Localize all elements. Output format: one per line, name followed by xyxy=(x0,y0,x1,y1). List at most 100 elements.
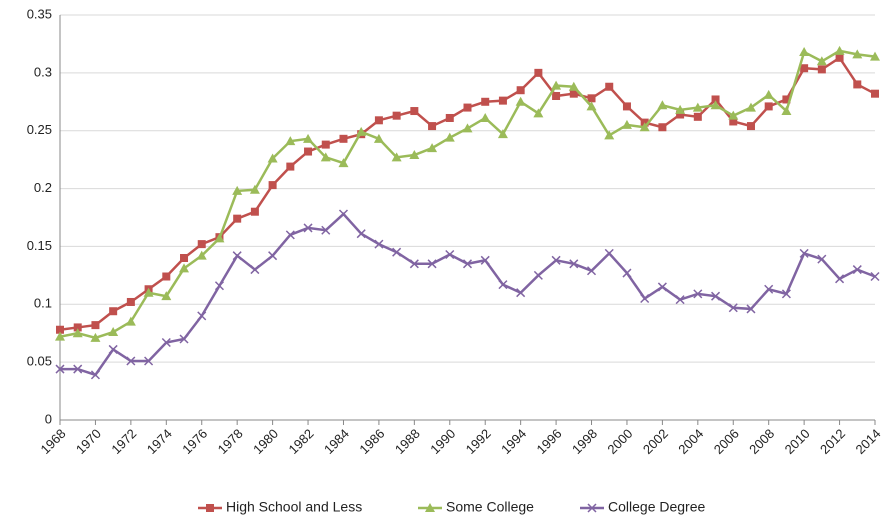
marker xyxy=(480,112,491,122)
marker xyxy=(463,103,472,112)
x-tick-label: 1970 xyxy=(73,426,104,457)
marker xyxy=(658,123,667,132)
marker xyxy=(481,97,490,106)
y-tick-label: 0.15 xyxy=(27,238,52,253)
marker xyxy=(91,321,100,330)
marker xyxy=(109,307,118,316)
marker xyxy=(428,122,437,131)
marker xyxy=(425,503,435,512)
marker xyxy=(498,280,508,290)
marker xyxy=(161,291,172,301)
marker xyxy=(746,304,756,314)
marker xyxy=(197,240,206,249)
marker xyxy=(835,53,844,62)
marker xyxy=(568,81,579,91)
marker xyxy=(90,332,101,342)
marker xyxy=(321,140,330,149)
marker xyxy=(640,293,650,304)
marker xyxy=(782,95,791,104)
marker xyxy=(268,251,278,261)
marker xyxy=(338,158,349,168)
marker xyxy=(303,133,314,143)
marker xyxy=(206,504,214,512)
marker xyxy=(569,259,579,269)
x-tick-label: 1980 xyxy=(250,426,281,457)
x-tick-label: 2008 xyxy=(746,426,777,457)
marker xyxy=(692,102,703,112)
y-tick-label: 0.3 xyxy=(34,64,52,79)
marker xyxy=(693,289,703,299)
marker xyxy=(497,129,508,139)
marker xyxy=(657,282,667,292)
marker xyxy=(781,289,791,299)
marker xyxy=(764,102,773,111)
x-tick-label: 1972 xyxy=(108,426,139,457)
marker xyxy=(586,266,597,276)
marker xyxy=(126,356,136,366)
marker xyxy=(321,225,331,235)
marker xyxy=(126,297,135,306)
marker xyxy=(604,130,615,140)
marker xyxy=(693,112,702,121)
x-tick-label: 1996 xyxy=(534,426,565,457)
marker xyxy=(516,288,526,298)
marker xyxy=(675,295,685,305)
x-tick-label: 1988 xyxy=(392,426,423,457)
marker xyxy=(870,51,880,61)
marker xyxy=(179,263,190,273)
y-tick-label: 0 xyxy=(45,411,52,426)
marker xyxy=(728,303,738,313)
marker xyxy=(605,82,614,91)
marker xyxy=(108,327,119,337)
marker xyxy=(55,364,65,374)
marker xyxy=(320,152,331,162)
marker xyxy=(587,94,596,103)
marker xyxy=(125,316,136,326)
marker xyxy=(90,370,100,380)
marker xyxy=(267,153,278,163)
marker xyxy=(285,136,296,146)
marker xyxy=(374,116,383,125)
x-tick-label: 1984 xyxy=(321,426,352,457)
legend: High School and Less Some College College … xyxy=(198,499,705,515)
marker xyxy=(303,223,313,233)
marker xyxy=(214,233,225,243)
marker xyxy=(586,101,597,111)
marker xyxy=(338,209,349,219)
marker xyxy=(232,185,243,195)
marker xyxy=(817,254,827,264)
marker xyxy=(781,106,792,116)
series-line xyxy=(59,49,876,340)
marker xyxy=(268,181,277,190)
marker xyxy=(250,265,260,275)
marker xyxy=(621,119,632,129)
marker xyxy=(676,110,685,119)
marker xyxy=(622,268,632,278)
x-tick-label: 2002 xyxy=(640,426,671,457)
marker xyxy=(72,328,83,338)
x-tick-label: 1982 xyxy=(286,426,317,457)
marker xyxy=(516,86,525,95)
marker xyxy=(250,207,259,216)
marker xyxy=(800,64,809,73)
legend-label: High School and Less xyxy=(226,499,362,515)
x-tick-label: 1974 xyxy=(144,426,175,457)
series-line xyxy=(60,212,876,377)
x-tick-label: 1986 xyxy=(356,426,387,457)
x-tick-label: 1976 xyxy=(179,426,210,457)
marker xyxy=(871,89,879,98)
marker xyxy=(711,95,720,104)
marker xyxy=(162,272,171,281)
marker xyxy=(409,259,419,269)
x-tick-label: 1968 xyxy=(37,426,68,457)
marker xyxy=(144,356,154,366)
marker xyxy=(710,100,721,110)
marker xyxy=(73,323,82,332)
x-tick-label: 1998 xyxy=(569,426,600,457)
x-tick-label: 1992 xyxy=(463,426,494,457)
x-tick-label: 2012 xyxy=(817,426,848,457)
marker xyxy=(729,117,738,126)
marker xyxy=(196,250,207,260)
marker xyxy=(799,47,810,57)
marker xyxy=(286,162,295,171)
